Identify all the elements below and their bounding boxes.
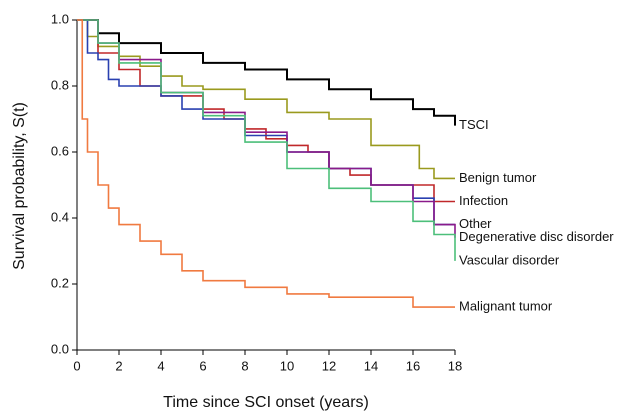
series-label: Benign tumor	[459, 170, 537, 185]
survival-line	[77, 19, 455, 180]
x-tick-label: 12	[322, 358, 336, 373]
series-label: Degenerative disc disorder	[459, 229, 614, 244]
survival-line	[77, 19, 455, 308]
x-tick-label: 6	[199, 358, 206, 373]
y-tick-label: 0.8	[51, 77, 69, 92]
x-tick-label: 4	[157, 358, 164, 373]
x-axis-title: Time since SCI onset (years)	[163, 394, 369, 411]
series-label: Vascular disorder	[459, 252, 560, 267]
y-tick-label: 0.6	[51, 143, 69, 158]
series-label: Malignant tumor	[459, 299, 553, 314]
x-tick-label: 14	[364, 358, 378, 373]
x-tick-label: 10	[280, 358, 294, 373]
y-tick-label: 0.0	[51, 341, 69, 356]
y-tick-label: 1.0	[51, 11, 69, 26]
x-tick-label: 0	[73, 358, 80, 373]
series-label: Other	[459, 216, 492, 231]
survival-line	[77, 19, 455, 226]
x-tick-label: 18	[448, 358, 462, 373]
x-tick-label: 2	[115, 358, 122, 373]
survival-line	[77, 19, 455, 203]
y-tick-label: 0.4	[51, 209, 69, 224]
x-tick-label: 16	[406, 358, 420, 373]
series-label: TSCI	[459, 117, 489, 132]
y-axis-title: Survival probability, S(t)	[11, 102, 28, 270]
survival-line	[77, 19, 456, 126]
y-tick-label: 0.2	[51, 275, 69, 290]
series-label: Infection	[459, 193, 508, 208]
x-tick-label: 8	[241, 358, 248, 373]
survival-line	[77, 19, 456, 261]
